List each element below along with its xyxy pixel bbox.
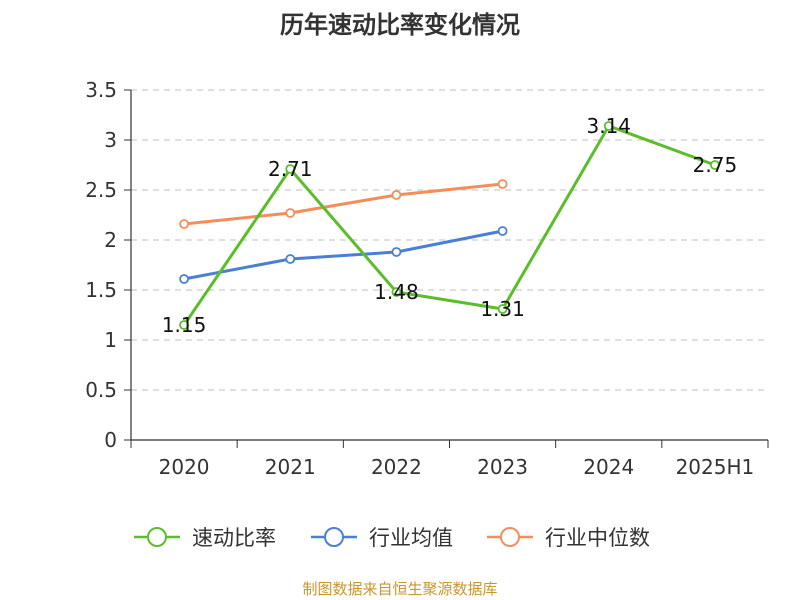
y-tick-label: 2 [104,228,117,252]
y-tick-label: 3.5 [85,78,117,102]
data-point [285,208,296,218]
data-point [391,190,402,200]
series-line [183,182,503,226]
legend-label: 速动比率 [192,526,276,550]
data-label: 2.71 [268,157,313,181]
data-point [391,247,402,257]
data-label: 3.14 [586,114,631,138]
x-tick-label: 2025H1 [676,455,755,479]
legend-label: 行业均值 [369,526,453,550]
y-tick-label: 0.5 [85,378,117,402]
y-tick-label: 1.5 [85,278,117,302]
x-tick-label: 2023 [477,455,528,479]
y-tick-label: 3 [104,128,117,152]
series-line [183,229,503,281]
data-point [497,179,508,189]
legend: 速动比率 行业均值 行业中位数 [134,526,650,550]
grid-lines [131,89,768,391]
series-group: 1.15 2.71 1.48 1.31 3.14 2.75 [162,114,737,337]
chart-title: 历年速动比率变化情况 [280,11,520,39]
y-tick-label: 0 [104,428,117,452]
data-point [179,320,189,330]
x-tick-label: 2022 [371,455,422,479]
data-point [179,274,189,284]
legend-marker [500,527,520,547]
x-tick-label: 2024 [583,455,634,479]
data-label: 2.75 [693,153,738,177]
data-label: 1.48 [374,280,419,304]
data-label: 1.15 [162,313,207,337]
data-point [285,254,296,264]
series-line [182,124,716,326]
data-point [179,219,189,229]
x-tick-label: 2021 [265,455,316,479]
source-note: 制图数据来自恒生聚源数据库 [302,580,497,598]
data-point [603,121,614,131]
x-tick-label: 2020 [159,455,210,479]
data-point [391,287,402,297]
data-point [710,160,720,170]
axes: 0 0.5 1 1.5 2 2.5 3 3.5 2020 2021 2022 2023 2024 2025… [85,78,769,479]
y-tick-label: 1 [104,328,117,352]
legend-label: 行业中位数 [545,526,650,550]
legend-marker [147,527,167,547]
data-label: 1.31 [480,297,525,321]
legend-marker [324,527,344,547]
data-point [497,304,508,314]
data-point [497,226,508,236]
y-tick-label: 2.5 [85,178,117,202]
data-point [285,164,296,174]
